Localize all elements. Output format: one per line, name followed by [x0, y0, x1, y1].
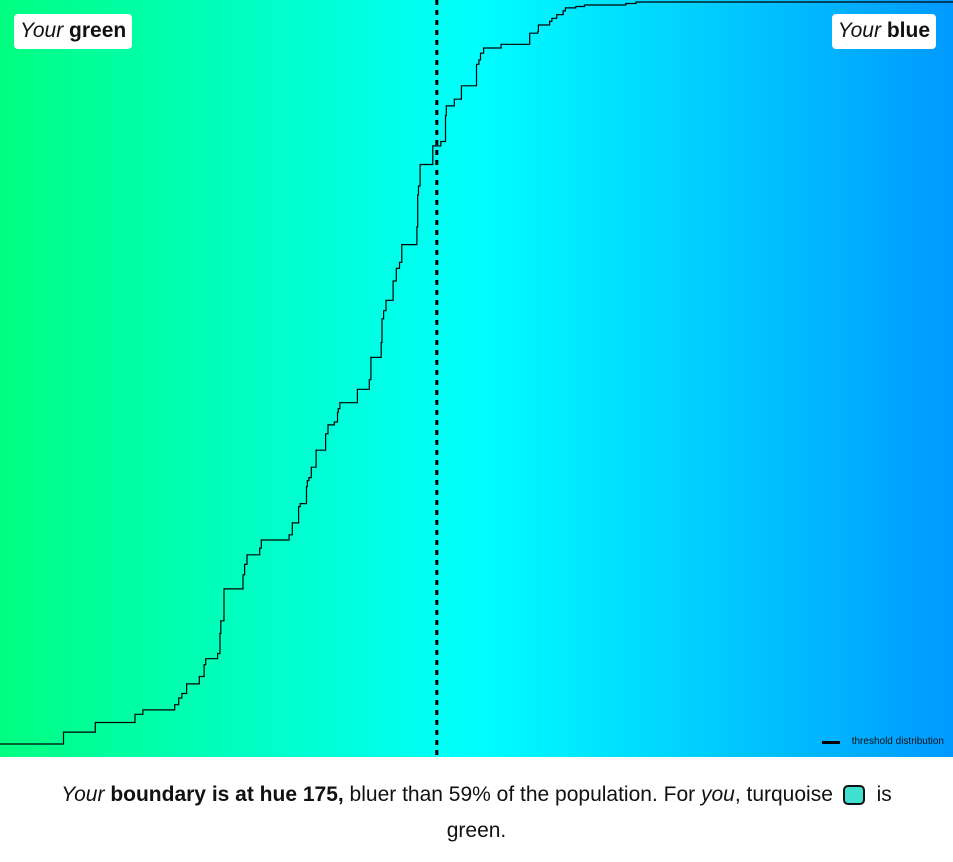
turquoise-color-swatch — [842, 785, 865, 805]
your-blue-label: Your blue — [831, 14, 936, 49]
green-label-prefix: Your — [20, 19, 64, 42]
chart-legend: threshold distribution — [821, 735, 944, 749]
blue-label-prefix: Your — [837, 19, 881, 42]
chart-svg — [0, 0, 953, 757]
blue-label-word: blue — [886, 19, 930, 42]
result-end: is green. — [446, 783, 892, 842]
result-text: Your boundary is at hue 175, bluer than … — [0, 777, 953, 849]
result-your: Your — [61, 783, 105, 806]
legend-label: threshold distribution — [851, 736, 944, 747]
result-middle: bluer than 59% of the population. For — [343, 783, 701, 806]
threshold-distribution-line — [0, 1, 953, 745]
your-green-label: Your green — [14, 14, 133, 49]
hue-chart: Your green Your blue threshold distribut… — [0, 0, 953, 757]
legend-line-swatch — [821, 740, 840, 744]
result-you: you — [700, 783, 735, 806]
hue-gradient-background — [0, 0, 953, 757]
result-boundary: boundary is at hue 175, — [110, 783, 344, 806]
green-label-word: green — [69, 19, 127, 42]
result-turquoise: , turquoise — [734, 783, 833, 806]
